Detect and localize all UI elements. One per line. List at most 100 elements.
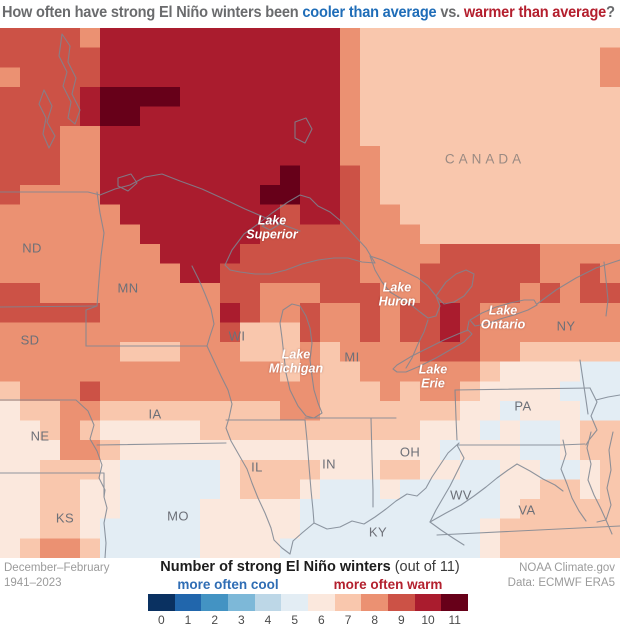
outline-lake-nipigon [294,117,313,144]
map-cell [340,479,361,500]
border-il-in [304,419,315,524]
map-cell [540,204,561,225]
border-pa-north [454,387,591,391]
map-cell [40,283,61,304]
map-cell [500,28,521,49]
map-cell [240,322,261,343]
map-cell [80,381,101,402]
map-cell [200,499,221,520]
map-cell [500,479,521,500]
map-cell [60,204,81,225]
map-cell [200,322,221,343]
map-cell [80,440,101,461]
map-cell [240,420,261,441]
map-cell [440,283,461,304]
map-cell [220,283,241,304]
map-cell [140,342,161,363]
map-cell [180,400,201,422]
border-oh-pa [454,389,458,441]
map-cell [500,67,521,88]
map-cell [340,145,361,167]
map-cell [260,47,281,68]
map-cell [300,185,321,206]
map-cell [480,263,501,284]
map-cell [20,322,41,343]
map-cell [20,400,41,422]
map-cell [340,224,361,245]
map-cell [240,67,261,88]
map-cell [360,243,381,265]
border-ohio-river [289,442,460,555]
outline-lake-superior [224,194,376,275]
map-cell [160,283,181,304]
map-cell [40,420,61,441]
map-cell [380,67,401,88]
map-cell [300,361,321,382]
map-cell [180,361,201,382]
map-cell [560,165,581,186]
map-cell [460,47,481,68]
map-cell [360,420,381,441]
map-cell [100,126,121,147]
map-cell [420,204,441,225]
map-cell [480,165,501,186]
map-cell [380,459,401,481]
map-cell [280,459,301,481]
border-in-oh [370,417,374,508]
map-cell [600,145,620,167]
map-cell [220,165,241,186]
title-middle: vs. [436,4,464,21]
map-cell [100,145,121,167]
map-cell [420,381,441,402]
map-cell [400,283,421,304]
map-cell [360,28,381,49]
map-cell [140,145,161,167]
map-cell [240,106,261,127]
map-cell [200,47,221,68]
title-warm-phrase: warmer than average [463,4,607,21]
map-cell [400,28,421,49]
map-cell [20,204,41,225]
map-cell [0,86,21,108]
map-cell [380,499,401,520]
map-cell [220,204,241,225]
map-cell [460,67,481,88]
map-cell [380,224,401,245]
map-cell [120,224,141,245]
source-line2: Data: ECMWF ERA5 [507,577,615,590]
map-cell [300,47,321,68]
map-cell [260,361,281,382]
map-cell [420,499,441,520]
legend-swatch-1 [174,594,202,611]
map-cell [120,459,141,481]
outline-lake-ontario [469,299,538,327]
map-cell [380,185,401,206]
map-cell [400,204,421,225]
legend-swatch-7 [334,594,362,611]
page-title: How often have strong El Niño winters be… [2,4,615,22]
map-cell [140,322,161,343]
map-cell [0,126,21,147]
map-cell [480,342,501,363]
map-cell [220,86,241,108]
map-cell [600,28,620,49]
outline-lake-huron [369,255,441,319]
map-cell [560,459,581,481]
map-cell [300,459,321,481]
map-cell [240,499,261,520]
map-cell [60,361,81,382]
map-cell [0,400,21,422]
map-cell [80,538,101,558]
map-cell [420,283,441,304]
map-cell [200,420,221,441]
map-cell [0,106,21,127]
map-cell [600,302,620,324]
map-cell [200,518,221,539]
map-cell [600,440,620,461]
map-cell [160,499,181,520]
map-cell [520,185,541,206]
legend-tick-8: 8 [371,613,379,626]
map-cell [40,440,61,461]
map-cell [560,86,581,108]
map-cell [60,126,81,147]
